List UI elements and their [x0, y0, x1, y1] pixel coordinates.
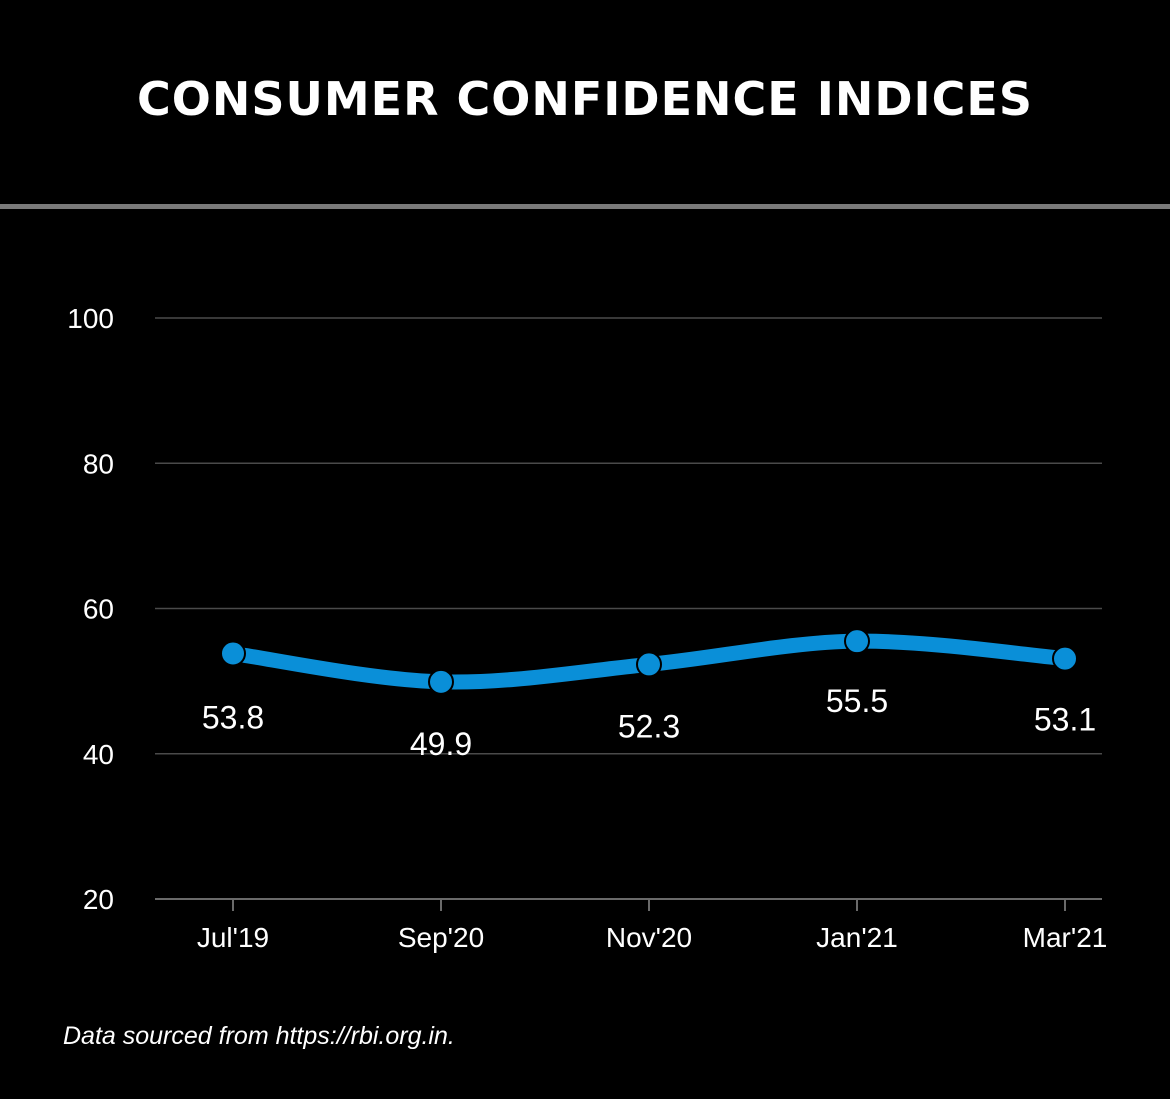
y-tick-label: 60: [83, 594, 114, 625]
y-tick-label: 20: [83, 884, 114, 915]
data-label: 49.9: [410, 726, 472, 762]
data-point: [844, 628, 870, 655]
data-label: 53.1: [1034, 702, 1096, 738]
x-tick-label: Jan'21: [816, 922, 898, 953]
data-point: [428, 668, 454, 695]
x-tick-label: Mar'21: [1023, 922, 1108, 953]
x-tick-label: Sep'20: [398, 922, 484, 953]
data-point: [220, 640, 246, 667]
data-label: 55.5: [826, 683, 888, 719]
y-tick-label: 80: [83, 448, 114, 479]
x-tick-label: Jul'19: [197, 922, 269, 953]
x-tick-label: Nov'20: [606, 922, 692, 953]
data-point: [1052, 645, 1078, 672]
chart-title: CONSUMER CONFIDENCE INDICES: [137, 72, 1033, 126]
y-tick-label: 40: [83, 739, 114, 770]
title-divider: [0, 204, 1170, 209]
data-label: 52.3: [618, 708, 680, 744]
data-point: [636, 651, 662, 678]
source-note: Data sourced from https://rbi.org.in.: [63, 1022, 455, 1050]
y-tick-label: 100: [67, 303, 114, 334]
data-label: 53.8: [202, 700, 264, 736]
